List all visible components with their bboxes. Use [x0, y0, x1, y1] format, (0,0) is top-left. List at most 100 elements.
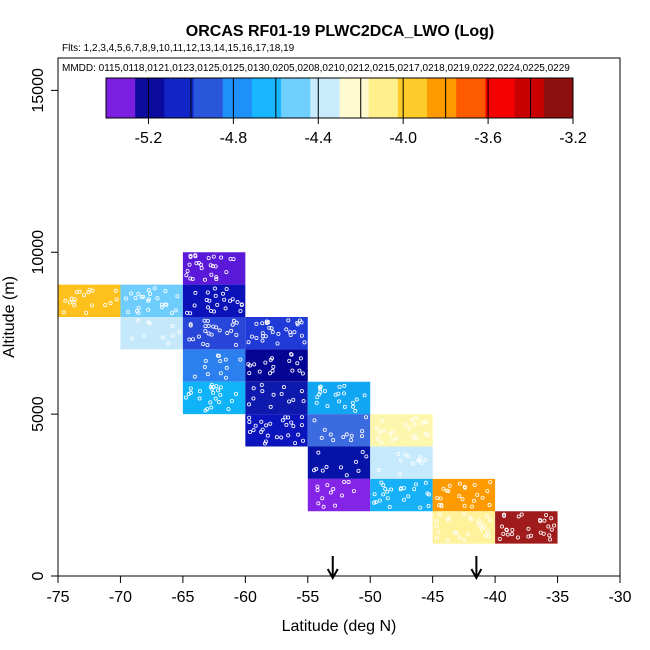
cells-layer: [58, 252, 558, 544]
sample-point: [254, 321, 259, 326]
sample-point: [360, 429, 365, 434]
sample-point: [441, 486, 446, 491]
sample-point: [296, 432, 301, 437]
sample-points-layer: [61, 253, 557, 543]
x-tick-label: -70: [109, 589, 132, 606]
sample-point: [538, 518, 543, 523]
x-tick-label: -45: [421, 589, 444, 606]
sample-point: [423, 431, 428, 436]
sample-point: [412, 433, 417, 438]
sample-point: [287, 358, 292, 363]
sample-point: [403, 452, 408, 457]
sample-point: [209, 332, 214, 337]
sample-point: [446, 518, 451, 523]
colorbar: -5.2 -4.8 -4.4 -4.0 -3.6 -3.2: [105, 77, 587, 147]
sample-point: [375, 426, 380, 431]
sample-point: [381, 483, 386, 488]
sample-point: [251, 428, 256, 433]
sample-point: [502, 513, 507, 518]
sample-point: [315, 484, 320, 489]
sample-point: [284, 422, 289, 427]
markers-layer: [326, 556, 483, 581]
sample-point: [454, 531, 459, 536]
sample-point: [364, 415, 369, 420]
sample-point: [436, 529, 441, 534]
sample-point: [221, 291, 226, 296]
sample-point: [219, 255, 224, 260]
sample-point: [331, 487, 336, 492]
sample-point: [499, 524, 504, 529]
sample-point: [239, 303, 244, 308]
sample-point: [133, 296, 138, 301]
x-tick-label: -40: [484, 589, 507, 606]
colorbar-tick-label: -4.8: [220, 130, 248, 147]
colorbar-segment: [193, 78, 224, 118]
sample-point: [187, 262, 192, 267]
sample-point: [196, 334, 201, 339]
sample-point: [472, 482, 477, 487]
sample-point: [342, 404, 347, 409]
sample-point: [251, 396, 256, 401]
sample-point: [328, 432, 333, 437]
sample-point: [480, 495, 485, 500]
colorbar-segment: [543, 78, 574, 118]
sample-point: [160, 335, 165, 340]
sample-point: [223, 306, 228, 311]
colorbar-tick-label: -5.2: [135, 130, 163, 147]
sample-point: [192, 303, 197, 308]
sample-point: [203, 408, 208, 413]
sample-point: [225, 330, 230, 335]
sample-point: [346, 479, 351, 484]
sample-point: [215, 302, 220, 307]
sample-point: [217, 328, 222, 333]
sample-point: [331, 438, 336, 443]
sample-point: [67, 300, 72, 305]
sample-point: [301, 399, 306, 404]
sample-point: [526, 534, 531, 539]
sample-point: [457, 481, 462, 486]
sample-point: [325, 404, 330, 409]
sample-point: [259, 382, 264, 387]
sample-point: [276, 331, 281, 336]
sample-point: [286, 433, 291, 438]
sample-point: [114, 297, 119, 302]
sample-point: [203, 329, 208, 334]
sample-point: [354, 459, 359, 464]
colorbar-segment: [222, 78, 253, 118]
sample-point: [218, 359, 223, 364]
heatmap-cell: [245, 414, 308, 447]
colorbar-segment: [427, 78, 457, 118]
sample-point: [146, 288, 151, 293]
sample-point: [190, 276, 195, 281]
x-axis-label: Latitude (deg N): [282, 618, 397, 635]
sample-point: [466, 532, 471, 537]
sample-point: [224, 270, 229, 275]
sample-point: [423, 458, 428, 463]
sample-point: [205, 342, 210, 347]
sample-point: [63, 298, 68, 303]
sample-point: [247, 415, 252, 420]
sample-point: [479, 527, 484, 532]
sample-point: [173, 308, 178, 313]
y-axis-label: Altitude (m): [1, 276, 18, 358]
sample-point: [381, 492, 386, 497]
sample-point: [375, 436, 380, 441]
sample-point: [191, 337, 196, 342]
sample-point: [295, 320, 300, 325]
sample-point: [203, 358, 208, 363]
sample-point: [228, 298, 233, 303]
sample-point: [260, 334, 265, 339]
sample-point: [268, 404, 273, 409]
sample-point: [437, 503, 442, 508]
sample-point: [312, 418, 317, 423]
sample-point: [260, 321, 265, 326]
heatmap-cell: [245, 381, 308, 415]
sample-point: [445, 538, 450, 543]
sample-point: [339, 465, 344, 470]
sample-point: [379, 480, 384, 485]
sample-point: [376, 468, 381, 473]
sample-point: [487, 503, 492, 508]
sample-point: [406, 454, 411, 459]
sample-point: [194, 261, 199, 266]
sample-point: [389, 487, 394, 492]
